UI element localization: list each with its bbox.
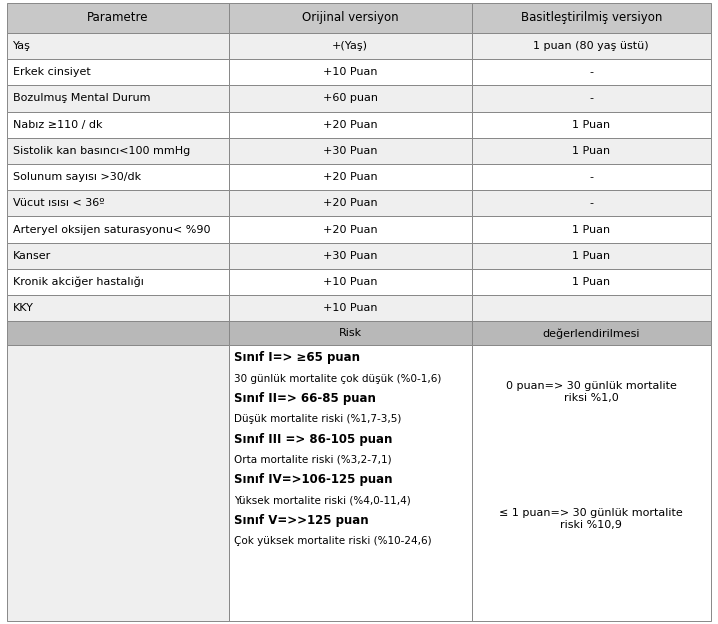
Bar [472, 269, 711, 295]
Bar [472, 112, 711, 138]
Text: -: - [589, 67, 593, 77]
Text: Sınıf II=> 66-85 puan: Sınıf II=> 66-85 puan [234, 392, 376, 405]
Bar [7, 3, 229, 33]
Text: +60 puan: +60 puan [322, 94, 378, 104]
Text: ≤ 1 puan=> 30 günlük mortalite
riski %10,9: ≤ 1 puan=> 30 günlük mortalite riski %10… [499, 508, 683, 530]
Bar [229, 33, 472, 59]
Bar [7, 321, 229, 345]
Bar [7, 112, 229, 138]
Text: Solunum sayısı >30/dk: Solunum sayısı >30/dk [13, 172, 141, 182]
Text: +30 Puan: +30 Puan [323, 251, 378, 261]
Bar [472, 217, 711, 243]
Bar [7, 295, 229, 321]
Bar [472, 190, 711, 217]
Text: 1 Puan: 1 Puan [572, 146, 610, 156]
Bar [229, 190, 472, 217]
Text: Bozulmuş Mental Durum: Bozulmuş Mental Durum [13, 94, 151, 104]
Text: +10 Puan: +10 Puan [323, 303, 378, 313]
Text: 1 Puan: 1 Puan [572, 251, 610, 261]
Bar [472, 85, 711, 112]
Text: 0 puan=> 30 günlük mortalite
riksi %1,0: 0 puan=> 30 günlük mortalite riksi %1,0 [505, 381, 676, 403]
Bar [7, 85, 229, 112]
Text: Orijinal versiyon: Orijinal versiyon [302, 11, 398, 24]
Bar [472, 164, 711, 190]
Text: +10 Puan: +10 Puan [323, 67, 378, 77]
Text: +(Yaş): +(Yaş) [332, 41, 368, 51]
Bar [229, 269, 472, 295]
Text: Nabız ≥110 / dk: Nabız ≥110 / dk [13, 120, 103, 130]
Bar [472, 345, 711, 621]
Text: Basitleştirilmiş versiyon: Basitleştirilmiş versiyon [521, 11, 662, 24]
Text: Sınıf III => 86-105 puan: Sınıf III => 86-105 puan [234, 432, 392, 446]
Text: Orta mortalite riski (%3,2-7,1): Orta mortalite riski (%3,2-7,1) [234, 455, 391, 465]
Text: Vücut ısısı < 36º: Vücut ısısı < 36º [13, 198, 104, 208]
Bar [229, 345, 472, 621]
Text: Düşük mortalite riski (%1,7-3,5): Düşük mortalite riski (%1,7-3,5) [234, 414, 401, 424]
Text: +20 Puan: +20 Puan [323, 120, 378, 130]
Bar [229, 243, 472, 269]
Text: Risk: Risk [339, 328, 362, 338]
Text: Kronik akciğer hastalığı: Kronik akciğer hastalığı [13, 277, 144, 287]
Text: 1 puan (80 yaş üstü): 1 puan (80 yaş üstü) [533, 41, 649, 51]
Text: Yüksek mortalite riski (%4,0-11,4): Yüksek mortalite riski (%4,0-11,4) [234, 495, 411, 505]
Text: değerlendirilmesi: değerlendirilmesi [543, 328, 640, 339]
Text: +10 Puan: +10 Puan [323, 277, 378, 287]
Text: -: - [589, 198, 593, 208]
Bar [7, 269, 229, 295]
Text: +20 Puan: +20 Puan [323, 225, 378, 235]
Text: Arteryel oksijen saturasyonu< %90: Arteryel oksijen saturasyonu< %90 [13, 225, 210, 235]
Bar [7, 59, 229, 85]
Bar [472, 138, 711, 164]
Text: Sınıf IV=>106-125 puan: Sınıf IV=>106-125 puan [234, 473, 392, 486]
Bar [472, 33, 711, 59]
Bar [472, 295, 711, 321]
Text: Parametre: Parametre [88, 11, 149, 24]
Bar [7, 33, 229, 59]
Bar [7, 190, 229, 217]
Bar [472, 243, 711, 269]
Text: -: - [589, 94, 593, 104]
Text: Sınıf V=>>125 puan: Sınıf V=>>125 puan [234, 514, 368, 527]
Bar [472, 59, 711, 85]
Bar [7, 138, 229, 164]
Text: 1 Puan: 1 Puan [572, 120, 610, 130]
Bar [229, 112, 472, 138]
Bar [229, 321, 472, 345]
Bar [472, 3, 711, 33]
Bar [229, 3, 472, 33]
Text: Sınıf I=> ≥65 puan: Sınıf I=> ≥65 puan [234, 351, 360, 364]
Bar [7, 217, 229, 243]
Bar [229, 217, 472, 243]
Text: 1 Puan: 1 Puan [572, 277, 610, 287]
Bar [229, 295, 472, 321]
Bar [229, 138, 472, 164]
Text: Yaş: Yaş [13, 41, 31, 51]
Text: Çok yüksek mortalite riski (%10-24,6): Çok yüksek mortalite riski (%10-24,6) [234, 536, 432, 546]
Bar [229, 85, 472, 112]
Text: +30 Puan: +30 Puan [323, 146, 378, 156]
Text: 1 Puan: 1 Puan [572, 225, 610, 235]
Text: Erkek cinsiyet: Erkek cinsiyet [13, 67, 90, 77]
Bar [7, 345, 229, 621]
Text: Sistolik kan basıncı<100 mmHg: Sistolik kan basıncı<100 mmHg [13, 146, 190, 156]
Text: +20 Puan: +20 Puan [323, 172, 378, 182]
Text: 30 günlük mortalite çok düşük (%0-1,6): 30 günlük mortalite çok düşük (%0-1,6) [234, 374, 442, 384]
Text: +20 Puan: +20 Puan [323, 198, 378, 208]
Bar [229, 164, 472, 190]
Text: KKY: KKY [13, 303, 34, 313]
Bar [472, 321, 711, 345]
Bar [7, 243, 229, 269]
Bar [7, 164, 229, 190]
Bar [229, 59, 472, 85]
Text: -: - [589, 172, 593, 182]
Text: Kanser: Kanser [13, 251, 51, 261]
